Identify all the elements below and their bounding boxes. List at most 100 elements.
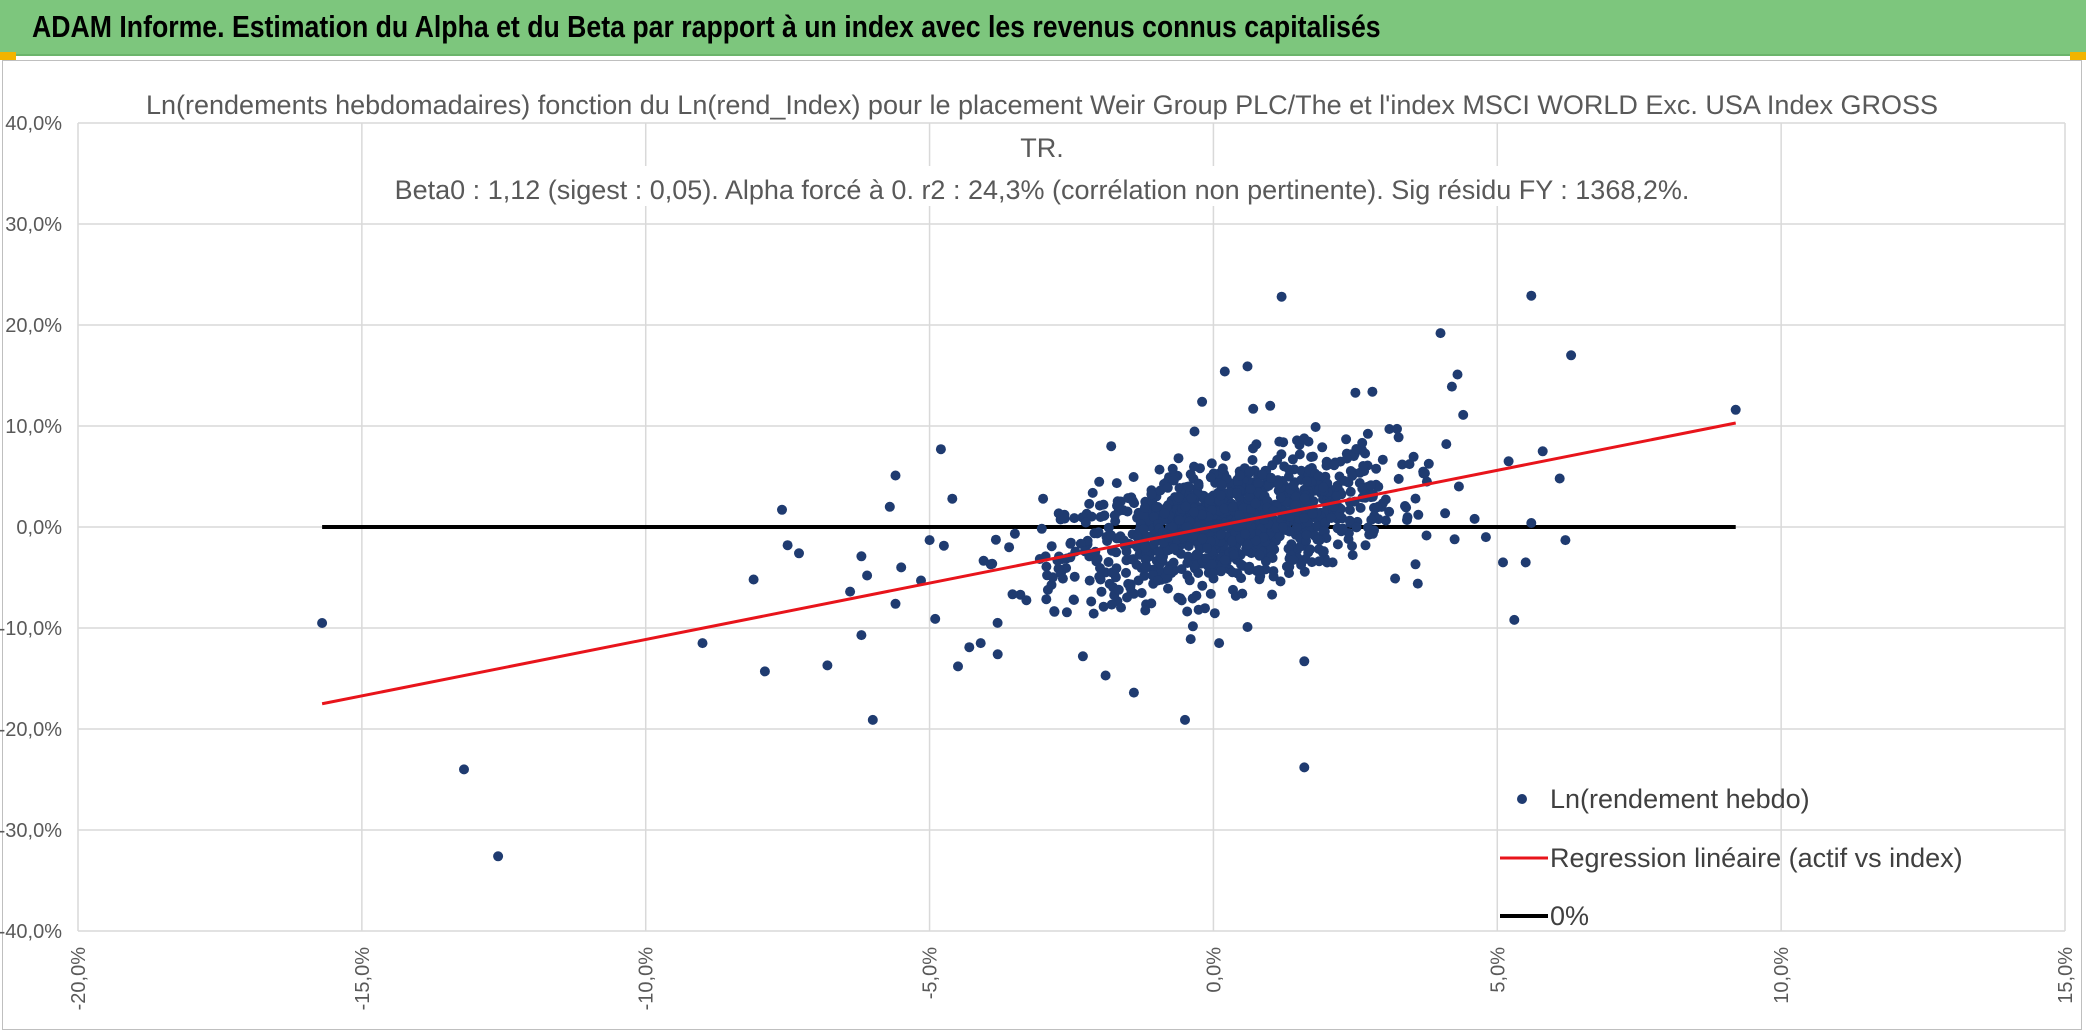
data-point — [1197, 533, 1208, 544]
data-point — [1243, 539, 1254, 550]
data-point — [1163, 565, 1173, 575]
data-point — [1140, 542, 1151, 553]
data-point — [1329, 460, 1340, 471]
data-point — [822, 660, 833, 671]
chart-title: Ln(rendements hebdomadaires) fonction du… — [146, 82, 1938, 206]
y-tick-label: -40,0% — [0, 921, 62, 943]
data-point — [1188, 507, 1199, 517]
data-point — [1053, 563, 1064, 574]
data-point — [1372, 502, 1383, 513]
data-point — [1173, 492, 1184, 503]
y-tick-label: -20,0% — [0, 719, 62, 741]
data-point — [317, 618, 328, 628]
data-point — [1095, 563, 1105, 573]
data-point — [1038, 493, 1049, 504]
data-point — [1167, 463, 1178, 474]
data-point — [1139, 510, 1149, 520]
data-point — [1307, 451, 1318, 462]
data-point — [1355, 502, 1366, 513]
data-point — [1242, 622, 1253, 632]
chart-title-line-2: TR. — [1020, 133, 1064, 163]
data-point — [1377, 454, 1388, 465]
data-point — [493, 851, 504, 862]
data-point — [1369, 525, 1379, 536]
data-point — [1299, 513, 1310, 523]
data-point — [845, 586, 856, 597]
data-point — [748, 574, 759, 585]
data-point — [1245, 484, 1256, 494]
data-point — [1174, 515, 1185, 526]
data-point — [1344, 505, 1355, 515]
data-point — [1122, 506, 1133, 517]
data-point — [1244, 491, 1255, 502]
data-point — [1103, 557, 1114, 567]
data-point — [1254, 550, 1265, 560]
x-tick-label: -20,0% — [68, 947, 90, 1011]
data-point — [1151, 502, 1162, 512]
data-point — [1410, 493, 1421, 504]
data-point — [1094, 571, 1105, 582]
data-point — [1217, 463, 1228, 474]
data-point — [1446, 381, 1457, 392]
data-point — [1413, 509, 1424, 520]
data-point — [1366, 480, 1376, 491]
data-point — [1410, 559, 1421, 570]
y-tick-label: 20,0% — [5, 315, 62, 337]
data-point — [1207, 568, 1218, 579]
data-point — [1111, 478, 1122, 489]
y-tick-label: -10,0% — [0, 618, 62, 640]
data-point — [1159, 508, 1170, 519]
data-point — [1140, 605, 1151, 616]
data-point — [1314, 556, 1325, 567]
data-point — [1284, 464, 1295, 475]
data-point — [1236, 559, 1246, 570]
data-point — [1267, 589, 1278, 600]
data-point — [1503, 456, 1514, 467]
data-point — [1253, 478, 1264, 488]
data-point — [1140, 554, 1151, 565]
data-point — [1357, 483, 1368, 494]
data-point — [1334, 509, 1345, 520]
data-point — [1384, 506, 1395, 517]
data-point — [1257, 469, 1268, 480]
data-point — [1337, 523, 1348, 534]
data-point — [1276, 291, 1287, 302]
data-point — [1075, 538, 1086, 549]
data-point — [1339, 475, 1350, 486]
data-point — [1453, 481, 1464, 492]
regression-line — [321, 421, 1737, 706]
data-point — [1183, 541, 1194, 551]
data-point — [1498, 557, 1508, 568]
data-point — [1227, 567, 1238, 578]
axis-layer: 40,0% 30,0% 20,0% 10,0% 0,0% -10,0% -20,0% -30,… — [0, 113, 2077, 1010]
data-point — [1219, 503, 1230, 514]
data-point — [1318, 482, 1329, 493]
point-layer — [317, 290, 1741, 862]
data-point — [947, 493, 958, 504]
data-point — [1086, 596, 1097, 607]
data-point — [862, 570, 873, 581]
data-point — [1247, 455, 1258, 465]
data-point — [1140, 562, 1151, 573]
data-point — [1326, 513, 1337, 523]
chart-title-line-1: Ln(rendements hebdomadaires) fonction du… — [146, 90, 1938, 120]
data-point — [1084, 575, 1095, 586]
data-point — [1098, 601, 1109, 612]
data-point — [992, 617, 1003, 628]
data-point — [1232, 488, 1242, 498]
page-title: ADAM Informe. Estimation du Alpha et du … — [32, 9, 1381, 44]
data-point — [1421, 530, 1432, 541]
title-banner: ADAM Informe. Estimation du Alpha et du … — [0, 0, 2086, 56]
data-point — [1185, 634, 1196, 645]
data-point — [930, 613, 941, 624]
data-point — [1322, 557, 1333, 568]
data-point — [1397, 459, 1408, 470]
x-tick-label: 15,0% — [2055, 947, 2077, 1004]
data-point — [1360, 540, 1371, 551]
data-point — [1181, 522, 1192, 533]
data-point — [1313, 471, 1324, 481]
data-point — [1299, 762, 1310, 773]
data-point — [1111, 563, 1122, 574]
data-point — [1294, 449, 1305, 460]
